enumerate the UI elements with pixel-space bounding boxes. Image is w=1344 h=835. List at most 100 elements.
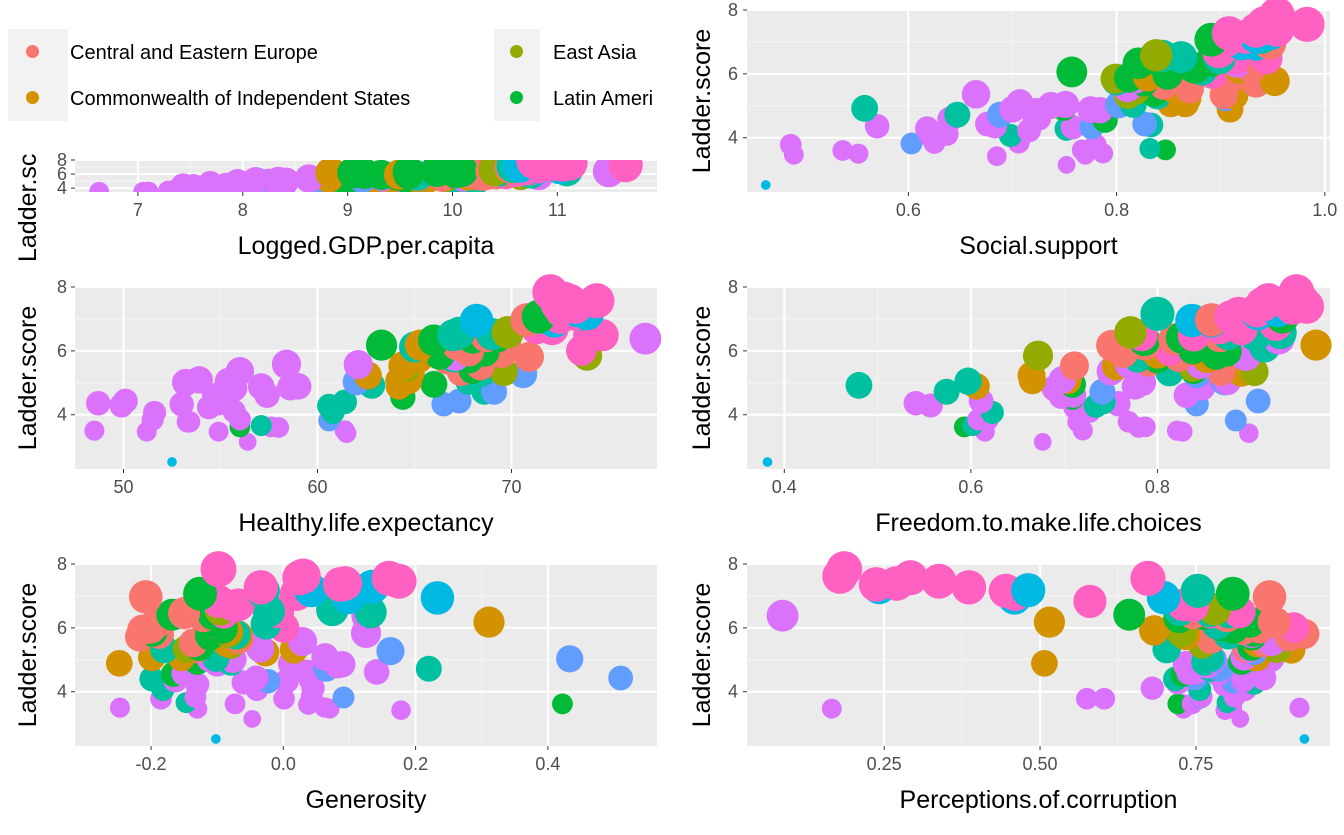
point-south-asia: [556, 645, 584, 673]
point-western-europe: [826, 551, 863, 588]
y-tick-label: 8: [57, 277, 67, 297]
y-tick-label: 4: [57, 178, 67, 198]
point-western-europe: [951, 570, 987, 605]
point-north-america-and-anz: [762, 457, 773, 467]
point-sub-saharan-africa: [848, 143, 869, 164]
point-east-asia: [1114, 316, 1147, 349]
point-latin-america-and-caribbean: [337, 160, 369, 189]
panel-social-support: 0.6 0.8 1.0 4 6 8 Social.support Ladder.score: [688, 0, 1337, 260]
x-tick-label: 0.4: [772, 477, 797, 497]
x-tick-label: 0.2: [403, 754, 428, 774]
point-western-europe: [579, 283, 615, 319]
y-tick-label: 4: [728, 128, 738, 148]
point-sub-saharan-africa: [113, 388, 138, 414]
point-sub-saharan-africa: [86, 390, 111, 416]
x-tick-label: 0.8: [1145, 477, 1170, 497]
points-freedom-to-make-life-choices: [762, 274, 1332, 467]
point-latin-america-and-caribbean: [183, 576, 217, 611]
point-sub-saharan-africa: [1075, 687, 1098, 710]
y-tick-label: 4: [57, 405, 67, 425]
point-latin-america-and-caribbean: [1215, 576, 1250, 611]
y-tick-label: 6: [728, 64, 738, 84]
point-sub-saharan-africa: [138, 181, 159, 192]
y-tick-label: 8: [57, 554, 67, 574]
point-commonwealth-of-independent-states: [1138, 615, 1170, 646]
x-axis-title: Healthy.life.expectancy: [238, 509, 494, 537]
y-tick-label: 6: [728, 618, 738, 638]
point-middle-east-and-north-africa: [944, 101, 971, 128]
point-south-asia: [1224, 409, 1247, 432]
point-sub-saharan-africa: [241, 167, 270, 192]
point-sub-saharan-africa: [1033, 432, 1052, 451]
point-south-asia: [900, 132, 923, 155]
x-tick-label: -0.2: [136, 754, 167, 774]
point-sub-saharan-africa: [1289, 697, 1310, 718]
point-sub-saharan-africa: [238, 432, 257, 451]
point-north-america-and-anz: [211, 734, 221, 744]
point-latin-america-and-caribbean: [1167, 693, 1189, 715]
point-sub-saharan-africa: [1134, 416, 1156, 438]
x-tick-label: 10: [442, 200, 462, 220]
point-sub-saharan-africa: [1051, 90, 1080, 119]
point-sub-saharan-africa: [273, 687, 295, 710]
x-axis-title: Freedom.to.make.life.choices: [875, 509, 1202, 537]
point-sub-saharan-africa: [1084, 133, 1107, 156]
point-western-europe: [892, 560, 928, 596]
point-east-asia: [1022, 340, 1054, 371]
point-sub-saharan-africa: [903, 390, 929, 416]
x-axis-title: Perceptions.of.corruption: [900, 786, 1178, 814]
point-sub-saharan-africa: [247, 373, 275, 400]
point-sub-saharan-africa: [84, 420, 105, 441]
x-axis-title: Social.support: [959, 232, 1117, 260]
point-western-europe: [1289, 6, 1325, 42]
point-sub-saharan-africa: [1060, 114, 1086, 140]
point-commonwealth-of-independent-states: [1300, 329, 1332, 361]
point-central-and-eastern-europe: [513, 341, 544, 372]
point-latin-america-and-caribbean: [1113, 598, 1146, 631]
x-tick-label: 7: [133, 200, 143, 220]
point-sub-saharan-africa: [1057, 155, 1076, 174]
point-sub-saharan-africa: [1077, 96, 1104, 123]
point-latin-america-and-caribbean: [552, 693, 573, 715]
point-middle-east-and-north-africa: [250, 415, 272, 437]
point-sub-saharan-africa: [243, 665, 269, 691]
point-north-america-and-anz: [459, 303, 494, 338]
point-western-europe: [243, 570, 279, 605]
panel-perceptions-of-corruption: 0.25 0.50 0.75 4 6 8 Perceptions.of.corruption…: [688, 551, 1330, 814]
point-western-europe: [1073, 584, 1107, 618]
point-south-asia: [446, 388, 472, 414]
point-latin-america-and-caribbean: [422, 160, 457, 184]
point-sub-saharan-africa: [363, 659, 390, 685]
x-tick-label: 0.0: [271, 754, 296, 774]
point-western-europe: [921, 563, 957, 599]
x-tick-label: 0.25: [867, 754, 902, 774]
point-central-and-eastern-europe: [1257, 606, 1289, 638]
point-south-asia: [1132, 111, 1158, 137]
point-sub-saharan-africa: [89, 181, 110, 192]
x-tick-label: 0.6: [896, 200, 921, 220]
point-south-asia: [376, 637, 405, 666]
points-logged-gdp-per-capita: [89, 160, 643, 192]
x-axis-title: Logged.GDP.per.capita: [238, 232, 495, 260]
point-sub-saharan-africa: [142, 400, 167, 425]
point-sub-saharan-africa: [284, 372, 312, 400]
point-western-europe: [371, 560, 407, 596]
point-sub-saharan-africa: [243, 709, 262, 728]
point-sub-saharan-africa: [208, 421, 229, 442]
point-north-america-and-anz: [760, 180, 771, 190]
point-middle-east-and-north-africa: [845, 371, 873, 399]
point-north-america-and-anz: [167, 457, 177, 467]
y-tick-label: 6: [728, 341, 738, 361]
panel-generosity: -0.2 0.0 0.2 0.4 4 6 8 Generosity Ladder.score: [14, 551, 657, 814]
point-central-and-eastern-europe: [128, 580, 163, 614]
point-middle-east-and-north-africa: [332, 389, 358, 415]
legend-label-2: Commonwealth of Independent States: [70, 88, 411, 110]
y-tick-label: 4: [57, 682, 67, 702]
point-sub-saharan-africa: [1166, 420, 1188, 441]
point-sub-saharan-africa: [1140, 676, 1164, 700]
x-axis-title: Generosity: [306, 786, 427, 814]
point-latin-america-and-caribbean: [392, 160, 425, 188]
point-sub-saharan-africa: [185, 366, 213, 394]
point-latin-america-and-caribbean: [365, 329, 398, 361]
